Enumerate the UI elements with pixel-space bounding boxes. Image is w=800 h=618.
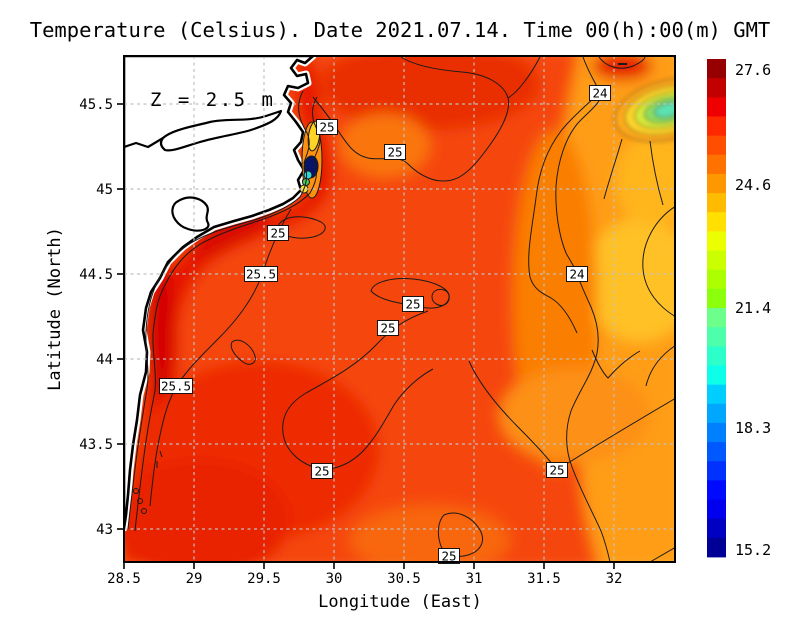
x-axis-tick-label: 31 [466, 571, 483, 587]
land [124, 56, 317, 532]
contour-label: 25.5 [159, 378, 193, 394]
colorbar-step [707, 212, 726, 232]
x-axis-tick-label: 32 [606, 571, 623, 587]
contour-label: 25 [384, 144, 406, 160]
y-axis-tick-labels: 45.5 45 44.5 44 43.5 43 [79, 97, 113, 538]
colorbar-step [707, 288, 726, 309]
y-axis-title: Latitude (North) [45, 227, 65, 391]
plot-border [123, 55, 676, 563]
svg-text:25.5: 25.5 [161, 379, 191, 394]
x-axis-tick-label: 30.5 [387, 571, 421, 587]
colorbar-step [707, 231, 726, 251]
contour-label: 25 [546, 462, 568, 478]
colorbar-step [707, 327, 726, 347]
colorbar-step [707, 480, 726, 500]
x-axis-tick-label: 30 [326, 571, 343, 587]
contour-label: 24 [589, 85, 611, 101]
colorbar-tick-labels: 27.6 24.6 21.4 18.3 15.2 [735, 61, 771, 559]
colorbar-step [707, 499, 726, 520]
colorbar-step [707, 250, 726, 271]
colorbar-tick-label: 24.6 [735, 176, 771, 194]
upwelling-patches [299, 120, 323, 199]
x-axis-tick-label: 29.5 [247, 571, 281, 587]
colorbar-step [707, 518, 726, 539]
colorbar-step [707, 116, 726, 137]
colorbar-tick-label: 21.4 [735, 299, 771, 317]
svg-text:24: 24 [592, 86, 607, 101]
x-axis-tick-label: 28.5 [107, 571, 141, 587]
svg-text:25: 25 [549, 463, 564, 478]
y-axis-tick-label: 45 [96, 182, 113, 198]
svg-text:25: 25 [314, 464, 329, 479]
colorbar-step [707, 422, 726, 443]
svg-text:25: 25 [405, 297, 420, 312]
delta-lakes [171, 196, 210, 232]
contour-label: 25 [438, 548, 460, 564]
colorbar-step [707, 173, 726, 194]
contour-label: 24 [566, 266, 588, 282]
colorbar-tick-label: 15.2 [735, 541, 771, 559]
svg-text:25: 25 [319, 120, 334, 135]
colorbar-step [707, 537, 726, 558]
depth-annotation: Z = 2.5 m [150, 89, 275, 111]
grid-lines [124, 56, 675, 562]
colorbar-step [707, 365, 726, 386]
plot-title: Temperature (Celsius). Date 2021.07.14. … [30, 18, 771, 42]
colorbar-step [707, 403, 726, 424]
y-axis-tick-label: 43.5 [79, 437, 113, 453]
colorbar-step [707, 135, 726, 156]
colorbar-tick-label: 18.3 [735, 419, 771, 437]
axis-ticks [117, 103, 615, 569]
colorbar-step [707, 78, 726, 98]
colorbar-step [707, 384, 726, 405]
contour-lines [127, 56, 675, 562]
svg-text:25: 25 [441, 549, 456, 564]
cold-eddy [614, 78, 675, 142]
svg-text:25.5: 25.5 [246, 267, 276, 282]
colorbar-step [707, 97, 726, 117]
colorbar-tick-label: 27.6 [735, 61, 771, 79]
sea-field [124, 56, 675, 562]
contour-label: 25.5 [244, 266, 278, 282]
contour-label: 25 [316, 119, 338, 135]
contour-label: 25 [311, 463, 333, 479]
colorbar-step [707, 269, 726, 290]
colorbar-step [707, 154, 726, 175]
colorbar-step [707, 346, 726, 366]
y-axis-tick-label: 45.5 [79, 97, 113, 113]
svg-text:25: 25 [270, 226, 285, 241]
colorbar [707, 59, 726, 558]
contour-label: 25 [267, 225, 289, 241]
svg-text:25: 25 [387, 145, 402, 160]
contour-label: 25 [377, 320, 399, 336]
contour-label: 25 [402, 296, 424, 312]
colorbar-step [707, 193, 726, 213]
x-axis-tick-label: 29 [186, 571, 203, 587]
lagoon [159, 109, 283, 152]
y-axis-tick-label: 43 [96, 522, 113, 538]
colorbar-step [707, 59, 726, 79]
x-axis-tick-label: 31.5 [527, 571, 561, 587]
x-axis-title: Longitude (East) [318, 592, 482, 612]
colorbar-step [707, 308, 726, 328]
contour-labels-group: 25 25 25 25.5 25 25 25.5 25 25 25 24 24 [159, 85, 611, 564]
colorbar-step [707, 442, 726, 462]
x-axis-tick-labels: 28.5 29 29.5 30 30.5 31 31.5 32 [107, 571, 622, 587]
y-axis-tick-label: 44 [96, 352, 113, 368]
svg-text:24: 24 [569, 267, 584, 282]
y-axis-tick-label: 44.5 [79, 267, 113, 283]
danube-river [124, 109, 283, 232]
svg-text:25: 25 [380, 321, 395, 336]
colorbar-step [707, 461, 726, 481]
